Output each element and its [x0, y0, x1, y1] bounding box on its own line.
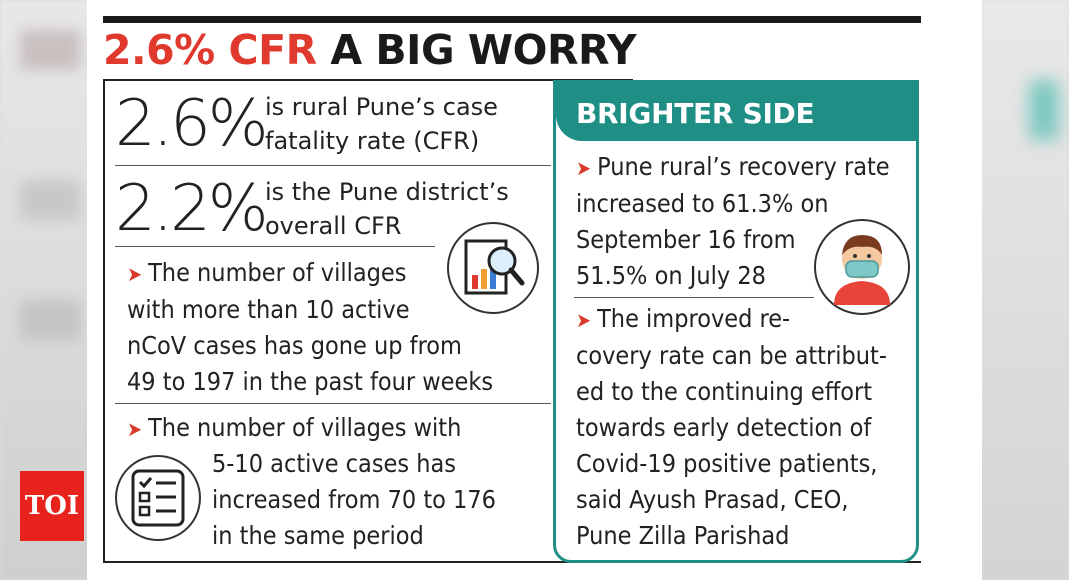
bullet-line: covery rate can be attribut-	[576, 341, 887, 370]
bullet-line: Pune Zilla Parishad	[576, 521, 790, 550]
divider	[115, 403, 551, 404]
background-blur-shape	[20, 180, 80, 220]
masked-person-icon	[814, 219, 910, 315]
top-rule	[103, 16, 921, 23]
bullet-line: The number of villages with	[148, 413, 462, 442]
bullet-villages-10-plus: ➤ The number of villages with more than 1…	[127, 255, 493, 400]
bullet-line: The improved re-	[597, 304, 791, 333]
arrow-bullet-icon: ➤	[576, 156, 592, 180]
stat-text-line: fatality rate (CFR)	[265, 127, 480, 155]
stat-value: 2.2%	[115, 172, 269, 246]
bullet-line: 5-10 active cases has	[212, 449, 457, 478]
bullet-line: The number of villages	[148, 258, 407, 287]
arrow-bullet-icon: ➤	[127, 262, 143, 286]
bullet-line: Pune rural’s recovery rate	[597, 152, 890, 181]
side-bullet-recovery: ➤ Pune rural’s recovery rate increased to…	[576, 149, 890, 294]
stat-text-line: is the Pune district’s	[265, 178, 509, 206]
bullet-continuation: 5-10 active cases has increased from 70 …	[212, 446, 496, 554]
divider	[574, 297, 814, 298]
background-blur-shape	[1029, 80, 1059, 140]
stat-text-line: is rural Pune’s case	[265, 93, 498, 121]
stat-text-line: overall CFR	[265, 212, 402, 240]
bullet-line: increased to 61.3% on	[576, 189, 829, 218]
checklist-icon	[131, 469, 185, 527]
checklist-icon	[115, 455, 201, 541]
bullet-line: with more than 10 active	[127, 295, 410, 324]
background-blur-shape	[20, 300, 80, 340]
infographic-title: 2.6% CFR A BIG WORRY	[103, 26, 637, 74]
bullet-line: said Ayush Prasad, CEO,	[576, 485, 849, 514]
bullet-line: 51.5% on July 28	[576, 261, 766, 290]
divider	[115, 246, 435, 247]
brighter-side-panel: BRIGHTER SIDE ➤ Pune rural’s recovery rat…	[553, 80, 919, 563]
bullet-line: nCoV cases has gone up from	[127, 331, 462, 360]
bottom-rule	[103, 561, 921, 563]
arrow-bullet-icon: ➤	[576, 308, 592, 332]
masked-person-icon	[834, 235, 890, 305]
bullet-line: increased from 70 to 176	[212, 485, 496, 514]
bullet-line: Covid-19 positive patients,	[576, 449, 878, 478]
side-bullet-attribution: ➤ The improved re- covery rate can be att…	[576, 301, 887, 554]
background-right	[979, 0, 1069, 580]
brighter-side-heading: BRIGHTER SIDE	[556, 83, 916, 141]
title-highlight: 2.6% CFR	[103, 26, 317, 74]
title-rest: A BIG WORRY	[316, 26, 637, 74]
bullet-line: towards early detection of	[576, 413, 872, 442]
stat-value: 2.6%	[115, 87, 269, 161]
toi-logo: TOI	[20, 471, 84, 541]
bullet-line: September 16 from	[576, 225, 796, 254]
bullet-villages-5-10: ➤ The number of villages with	[127, 410, 461, 447]
infographic-card: 2.6% CFR A BIG WORRY 2.6% is rural Pune’…	[87, 0, 982, 580]
bullet-line: ed to the continuing effort	[576, 377, 873, 406]
arrow-bullet-icon: ➤	[127, 417, 143, 441]
bullet-line: 49 to 197 in the past four weeks	[127, 367, 494, 396]
chart-magnifier-icon	[447, 222, 539, 314]
divider	[115, 165, 551, 166]
background-blur-shape	[20, 30, 80, 70]
bullet-line: in the same period	[212, 521, 424, 550]
chart-magnifier-icon	[464, 239, 525, 295]
